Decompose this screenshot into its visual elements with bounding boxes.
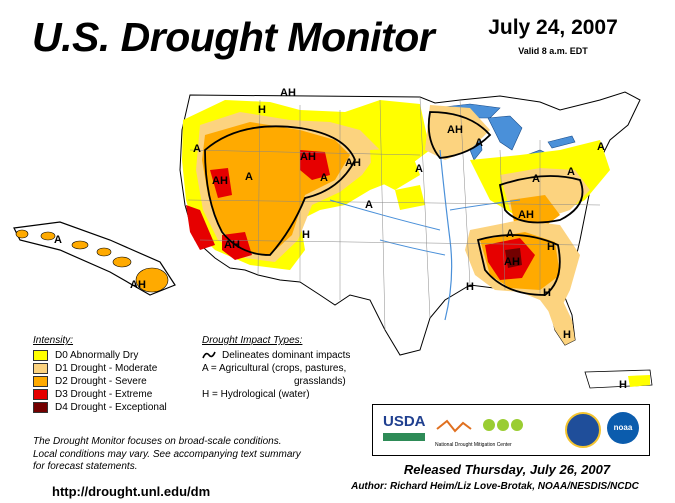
al-ah-label: AH — [504, 256, 520, 268]
disclaimer: The Drought Monitor focuses on broad-sca… — [33, 436, 343, 474]
logo-bar: USDA National Drought Mitigation Center … — [372, 404, 650, 456]
swatch-d1 — [33, 363, 48, 374]
fl-h-label: H — [563, 329, 571, 341]
valid-time: Valid 8 a.m. EDT — [518, 46, 588, 56]
swatch-d2 — [33, 376, 48, 387]
nv-ah-label: AH — [212, 175, 228, 187]
wi-ah-label: AH — [447, 124, 463, 136]
swatch-d3 — [33, 389, 48, 400]
usda-logo: USDA — [383, 413, 426, 430]
sd-ah-label: AH — [345, 157, 361, 169]
impact-curve-icon — [202, 352, 216, 359]
hawaii-a-label: A — [54, 234, 62, 246]
disclaimer-line-2: Local conditions may vary. See accompany… — [33, 448, 301, 460]
impact-legend: Delineates dominant impacts A = Agricult… — [202, 349, 350, 401]
noaa-logo: noaa — [607, 412, 639, 444]
ky-ah-label: AH — [518, 209, 534, 221]
puerto-rico-h-label: H — [619, 379, 627, 391]
hawaii-inset — [13, 221, 176, 296]
disclaimer-line-3: for forecast statements. — [33, 461, 138, 472]
puerto-rico-inset — [584, 369, 653, 389]
ga-h-label: H — [543, 287, 551, 299]
intensity-legend-title: Intensity: — [33, 335, 74, 346]
legend-item-d2: D2 Drought - Severe — [33, 375, 167, 388]
website-url[interactable]: http://drought.unl.edu/dm — [52, 484, 211, 499]
page-title: U.S. Drought Monitor — [32, 14, 435, 60]
tn-a-label: A — [506, 228, 514, 240]
disclaimer-line-1: The Drought Monitor focuses on broad-sca… — [33, 436, 282, 447]
legend-item-d3: D3 Drought - Extreme — [33, 388, 167, 401]
release-date: Released Thursday, July 26, 2007 — [403, 462, 611, 477]
id-ah-label: AH — [300, 151, 316, 163]
legend-item-d4: D4 Drought - Exceptional — [33, 401, 167, 414]
swatch-d4 — [33, 402, 48, 413]
doc-seal-icon — [565, 412, 601, 448]
in-a-label: A — [532, 173, 540, 185]
mt-h-label: H — [258, 104, 266, 116]
swatch-d0 — [33, 350, 48, 361]
author-credit: Author: Richard Heim/Liz Love-Brotak, NO… — [351, 481, 639, 492]
ndmc-wave-icon — [436, 419, 523, 433]
impact-line-hydrological: H = Hydrological (water) — [202, 389, 310, 400]
nv-a-label: A — [245, 171, 253, 183]
impact-line-delineates: Delineates dominant impacts — [202, 349, 350, 362]
ndmc-label: National Drought Mitigation Center — [435, 442, 512, 448]
map-date: July 24, 2007 — [488, 16, 618, 39]
wy-a-label: A — [320, 172, 328, 184]
ne-a-label: A — [365, 199, 373, 211]
legend-item-d1: D1 Drought - Moderate — [33, 362, 167, 375]
la-h-label: H — [466, 281, 474, 293]
hawaii-ah-label: AH — [130, 279, 146, 291]
mt-ah-label: AH — [280, 87, 296, 99]
ne2-a-label: A — [597, 141, 605, 153]
impact-legend-title: Drought Impact Types: — [202, 335, 303, 346]
usda-wave-icon — [383, 433, 425, 441]
co-h-label: H — [302, 229, 310, 241]
intensity-legend: D0 Abnormally Dry D1 Drought - Moderate … — [33, 349, 167, 414]
sc-h-label: H — [547, 241, 555, 253]
impact-line-agricultural: A = Agricultural (crops, pastures, — [202, 363, 347, 374]
impact-line-grasslands: grasslands) — [294, 376, 346, 387]
mi-a-label: A — [475, 137, 483, 149]
az-ah-label: AH — [224, 239, 240, 251]
legend-item-d0: D0 Abnormally Dry — [33, 349, 167, 362]
nw-a-label: A — [193, 143, 201, 155]
ndmc-logo: National Drought Mitigation Center — [435, 415, 555, 448]
mn-a-label: A — [415, 163, 423, 175]
oh-a-label: A — [567, 166, 575, 178]
